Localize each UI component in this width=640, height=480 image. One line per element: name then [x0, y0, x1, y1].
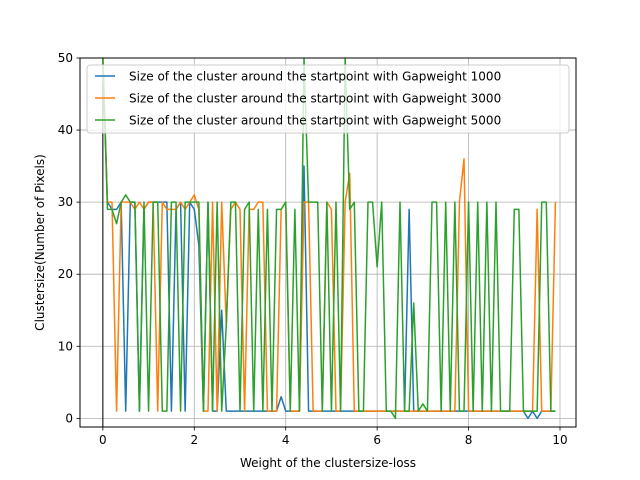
legend: Size of the cluster around the startpoin…	[86, 64, 570, 134]
legend-label: Size of the cluster around the startpoin…	[129, 114, 501, 128]
y-axis-label: Clustersize(Number of Pixels)	[33, 154, 47, 331]
x-tick-label: 4	[282, 433, 290, 447]
axes-frame	[79, 57, 577, 428]
x-tick-label: 2	[190, 433, 198, 447]
y-tick-label: 30	[58, 195, 73, 209]
x-tick-label: 8	[465, 433, 473, 447]
x-tick-label: 6	[373, 433, 381, 447]
y-tick-label: 50	[58, 51, 73, 65]
legend-label: Size of the cluster around the startpoin…	[129, 92, 501, 106]
series-line-2	[102, 58, 557, 412]
y-tick-label: 40	[58, 123, 73, 137]
plot-area	[102, 58, 557, 420]
y-tick-label: 0	[65, 411, 73, 425]
x-tick-label: 10	[552, 433, 567, 447]
series-line-3	[102, 58, 556, 420]
series-lines	[102, 58, 557, 420]
legend-label: Size of the cluster around the startpoin…	[129, 70, 501, 84]
y-tick-label: 20	[58, 267, 73, 281]
legend-box	[86, 64, 570, 134]
x-axis-label: Weight of the clustersize-loss	[240, 456, 416, 470]
y-tick-label: 10	[58, 339, 73, 353]
axis-ticks: 0 2 4 6 8 10 0 10 20 30 40 50	[58, 51, 568, 447]
x-tick-label: 0	[99, 433, 107, 447]
